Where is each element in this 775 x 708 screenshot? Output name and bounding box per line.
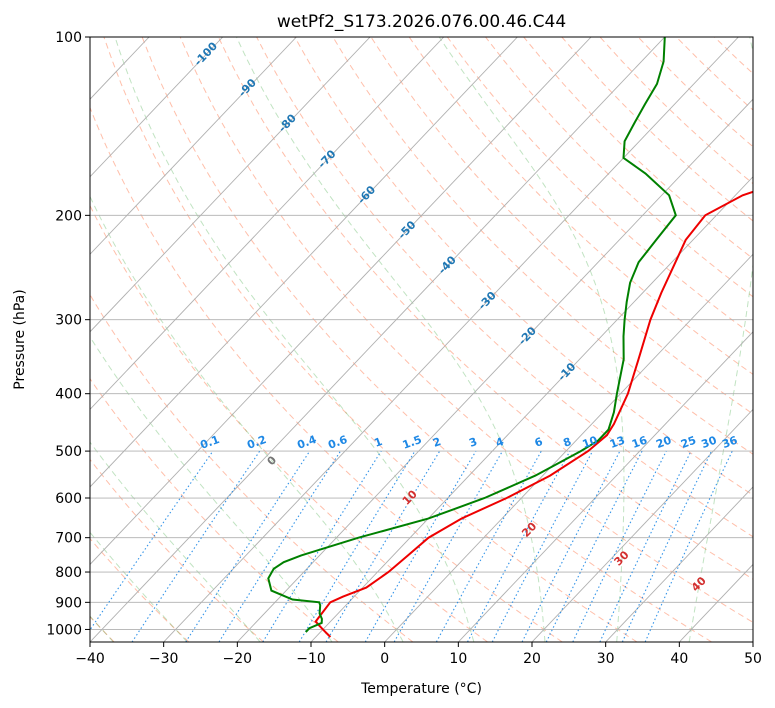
dry-adiabat-line (90, 106, 563, 642)
mixing-ratio-label: 1.5 (401, 433, 424, 452)
y-tick-label: 1000 (46, 622, 82, 638)
mixing-ratio-label: 13 (608, 434, 627, 451)
x-tick-label: 10 (449, 651, 467, 667)
dry-adiabat-line (332, 37, 753, 455)
mixing-ratio-line (572, 450, 667, 642)
isotherm-line (90, 37, 666, 642)
x-tick-label: 50 (744, 651, 762, 667)
x-tick-label: 0 (380, 651, 389, 667)
mixing-ratio-label: 20 (654, 434, 673, 452)
y-tick-label: 300 (55, 313, 82, 329)
mixing-ratio-label: 30 (700, 434, 719, 452)
dry-adiabat-line (179, 37, 753, 623)
isotherm-line (90, 37, 371, 333)
dry-adiabat-line (90, 458, 264, 642)
plot-area: -100-90-80-70-60-50-40-30-20-100.1 0.2 0.4… (90, 37, 753, 642)
moist-adiabat-line (236, 37, 546, 642)
x-tick-label: −10 (296, 651, 326, 667)
y-tick-label: 200 (55, 208, 82, 224)
mixing-ratio-label: 1 (373, 435, 385, 450)
mixing-ratio-label: 6 (533, 435, 545, 450)
mixing-ratio-line (644, 450, 733, 642)
chart-title: wetPf2_S173.2026.076.00.46.C44 (277, 12, 566, 32)
dry-adiabat-line (90, 204, 488, 642)
mixing-ratio-label: 0.2 (245, 433, 268, 452)
x-tick-label: 30 (597, 651, 615, 667)
mixing-ratio-label: 16 (630, 434, 649, 452)
mixing-ratio-label: 25 (679, 434, 698, 451)
mixing-ratio-line (467, 450, 571, 642)
x-tick-label: 40 (670, 651, 688, 667)
x-axis-ticks: −40 −30 −20 −10 0 10 20 30 40 50 (75, 642, 762, 667)
y-tick-label: 400 (55, 387, 82, 403)
y-tick-label: 100 (55, 30, 82, 46)
isotherm-line (90, 37, 445, 411)
mixing-ratio-label: 0.1 (199, 433, 222, 452)
mixing-ratio-line (393, 450, 503, 642)
isotherm-line (384, 253, 753, 642)
isotherm-line (310, 176, 753, 642)
y-tick-label: 800 (55, 565, 82, 581)
dry-adiabat-line (294, 37, 753, 496)
dry-adiabat-line (90, 537, 190, 642)
mixing-ratio-line (262, 450, 382, 642)
moist-adiabat-line (688, 37, 753, 642)
x-tick-label: −40 (75, 651, 105, 667)
mixing-ratio-label: 0.4 (295, 433, 318, 452)
isotherm-line (458, 331, 753, 642)
mixing-ratio-label: 8 (561, 435, 573, 450)
dry-adiabat-line (217, 37, 753, 580)
y-tick-label: 700 (55, 531, 82, 547)
moist-adiabat-line (114, 37, 475, 642)
dry-adiabat-line (141, 37, 712, 642)
dry-adiabat-line (103, 37, 638, 642)
y-axis-ticks: 100 200 300 400 500 600 700 800 900 1000 (46, 30, 90, 638)
mixing-ratio-line (435, 450, 542, 642)
isotherm-line (531, 408, 753, 642)
plot-frame (89, 36, 754, 643)
mixing-ratio-label: 0.6 (326, 433, 349, 452)
mixing-ratio-label: 36 (720, 434, 739, 452)
skewed-isotherms (90, 37, 753, 642)
mixing-ratio-lines (90, 450, 733, 642)
mixing-ratio-line (218, 450, 341, 642)
moist-adiabat-line (90, 195, 404, 642)
dry-adiabat-line (408, 37, 753, 375)
isotherm-line (90, 37, 224, 178)
mixing-ratio-label: 3 (467, 435, 479, 450)
y-tick-label: 500 (55, 444, 82, 460)
moist-adiabat-line (90, 441, 261, 642)
isotherm-line (90, 37, 592, 566)
profiles (267, 37, 753, 638)
dry-adiabat-line (446, 37, 753, 336)
isotherm-line (163, 37, 739, 642)
dewpoint-profile (267, 37, 677, 633)
mixing-ratio-line (298, 450, 416, 642)
isotherm-line (237, 98, 753, 642)
temperature-profile (314, 190, 753, 638)
pressure-gridlines (90, 37, 753, 630)
mixing-ratio-line (185, 450, 311, 642)
mixing-ratio-label: 4 (494, 435, 506, 450)
isotherm-line (90, 37, 297, 255)
x-tick-label: −20 (223, 651, 253, 667)
isotherm-line (605, 486, 753, 642)
x-tick-label: −30 (149, 651, 179, 667)
isotherm-line (90, 37, 518, 488)
x-axis-label: Temperature (°C) (360, 681, 482, 697)
x-tick-label: 20 (523, 651, 541, 667)
y-tick-label: 900 (55, 595, 82, 611)
dry-adiabat-line (370, 37, 753, 415)
mixing-ratio-line (545, 450, 643, 642)
y-axis-label: Pressure (hPa) (12, 289, 28, 389)
mixing-ratio-line (90, 450, 214, 631)
mixing-ratio-label: 2 (431, 435, 443, 450)
mixing-ratio-line (131, 450, 261, 642)
mixing-ratio-label: 10 (581, 434, 600, 452)
y-tick-label: 600 (55, 491, 82, 507)
